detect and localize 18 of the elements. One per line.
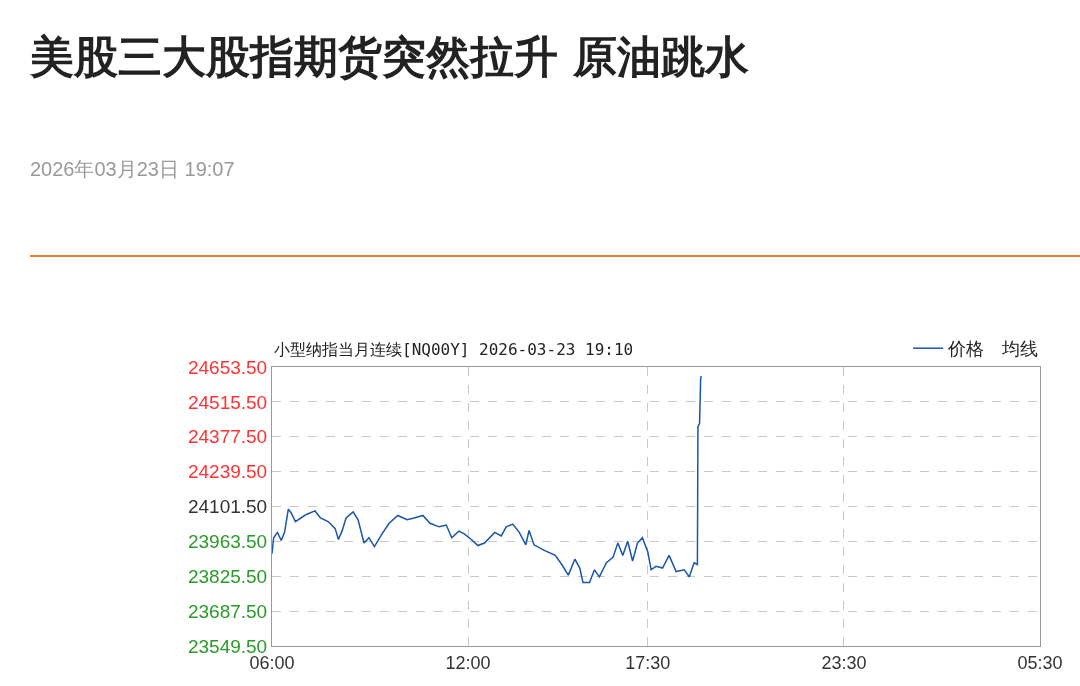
y-tick-label: 24239.50	[187, 461, 268, 483]
y-tick-label: 24101.50	[187, 496, 268, 518]
y-tick-label: 24377.50	[187, 426, 268, 448]
x-tick-label: 12:00	[445, 652, 491, 673]
text: 小型纳指当月连续[NQ00Y] 2026-03-23 19:10	[274, 340, 634, 359]
x-tick-label: 23:30	[821, 652, 867, 673]
y-tick-label: 23963.50	[187, 531, 268, 553]
text: 均线	[1001, 338, 1038, 359]
chart-title: 美股三大股指期货突然拉升 原油跳水	[30, 30, 750, 84]
line-series	[272, 375, 702, 584]
y-tick-label: 24653.50	[187, 356, 268, 378]
x-tick-label: 17:30	[625, 652, 671, 673]
legend-label: 价格	[947, 339, 985, 360]
y-tick-label: 23825.50	[187, 565, 268, 587]
chart-subtitle: 2026年03月23日 19:07	[30, 157, 235, 182]
y-tick-label: 23687.50	[187, 600, 268, 622]
x-tick-label: 05:30	[1017, 652, 1063, 673]
y-tick-label: 24515.50	[187, 391, 268, 413]
